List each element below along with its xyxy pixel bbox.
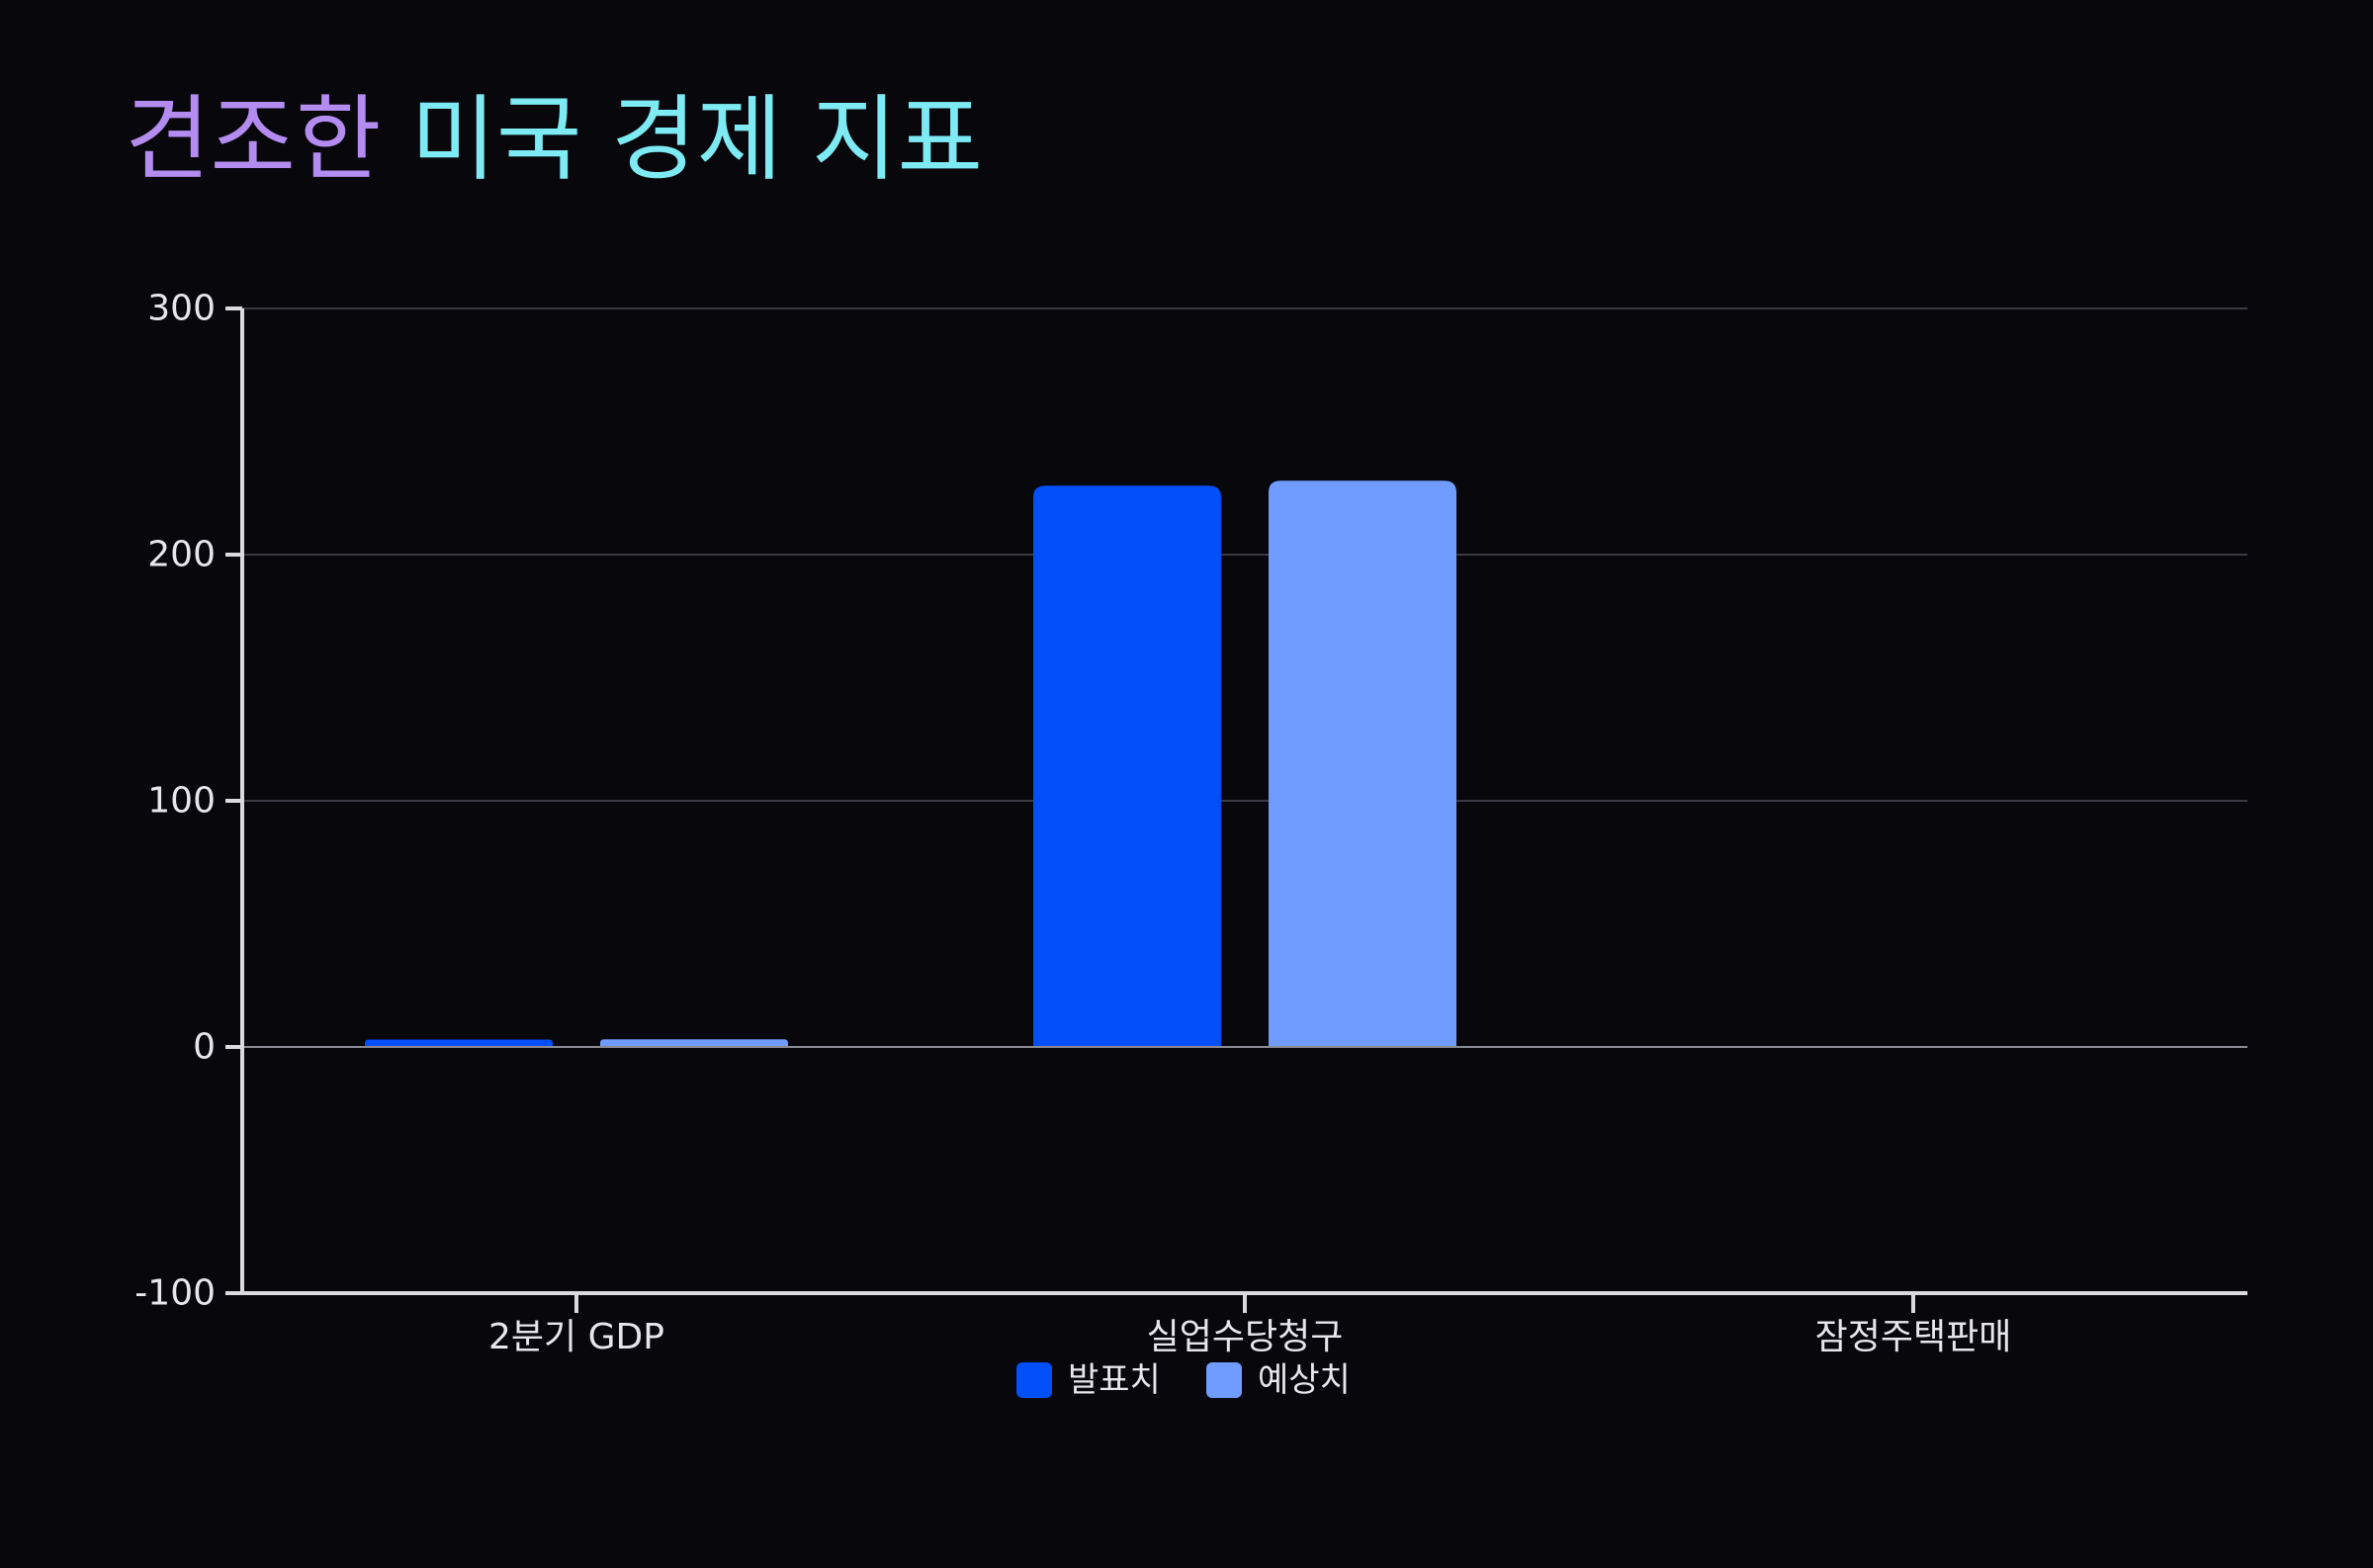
bars bbox=[365, 480, 1890, 1047]
y-tick-label: 300 bbox=[147, 289, 216, 329]
chart-title-accent: 견조한 bbox=[125, 86, 382, 194]
legend-swatch bbox=[1206, 1362, 1242, 1398]
x-tick-labels: 2분기 GDP 실업수당청구 잠정주택판매 bbox=[488, 1317, 2011, 1357]
bar-actual bbox=[1033, 485, 1221, 1047]
y-tick-labels: -100 0 100 200 300 bbox=[134, 289, 216, 1314]
legend-label: 발표치 bbox=[1068, 1360, 1161, 1400]
legend: 발표치 예상치 bbox=[1016, 1360, 1351, 1400]
y-tick-label: 100 bbox=[147, 781, 216, 822]
chart-title-main: 미국 경제 지표 bbox=[410, 86, 983, 194]
x-tick-label: 실업수당청구 bbox=[1147, 1317, 1344, 1357]
legend-swatch bbox=[1016, 1362, 1052, 1398]
bar-forecast bbox=[1269, 480, 1456, 1047]
grid-lines bbox=[242, 307, 2247, 802]
bar-actual bbox=[365, 1039, 553, 1047]
x-tick-label: 잠정주택판매 bbox=[1815, 1317, 2012, 1357]
x-tick-label: 2분기 GDP bbox=[488, 1317, 664, 1357]
y-tick-label: 200 bbox=[147, 535, 216, 575]
axes bbox=[225, 306, 2247, 1313]
bar-forecast bbox=[600, 1039, 788, 1047]
y-tick-label: -100 bbox=[134, 1273, 216, 1314]
legend-label: 예상치 bbox=[1258, 1360, 1351, 1400]
chart-title: 견조한 미국 경제 지표 bbox=[125, 86, 983, 194]
y-tick-label: 0 bbox=[193, 1027, 216, 1068]
